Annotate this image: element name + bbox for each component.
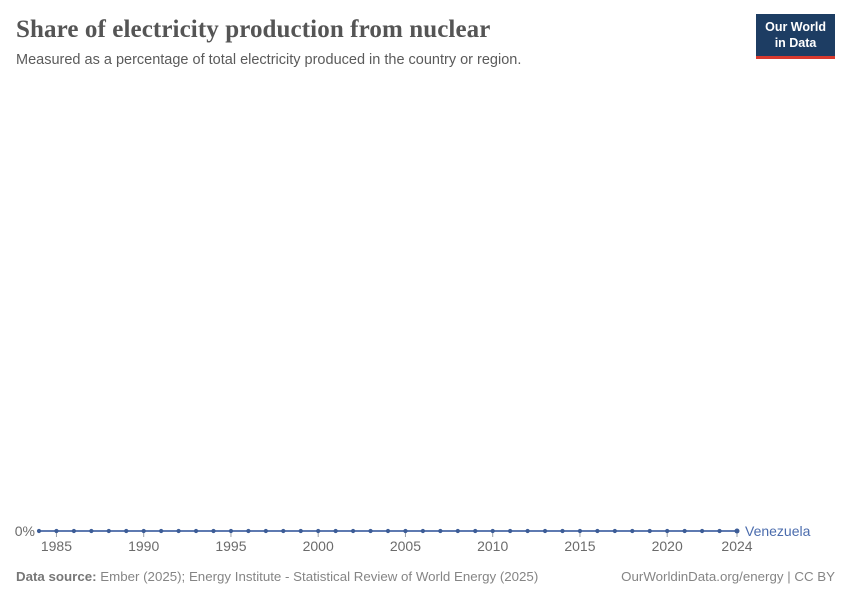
data-point xyxy=(351,528,356,534)
data-point xyxy=(438,528,443,534)
line-chart: 1985 1990 1995 2000 2005 2010 2015 2020 2024 0% Ve… xyxy=(15,523,811,554)
data-source-label: Data source: xyxy=(16,569,97,584)
data-point xyxy=(54,528,59,534)
x-axis-tick-label: 2005 xyxy=(390,538,421,554)
data-point xyxy=(525,528,530,534)
x-axis-tick-label: 1990 xyxy=(128,538,159,554)
data-point xyxy=(455,528,460,534)
data-point xyxy=(246,528,251,534)
data-point xyxy=(717,528,722,534)
data-point xyxy=(700,528,705,534)
data-point xyxy=(106,528,111,534)
x-axis-tick-label: 1995 xyxy=(215,538,246,554)
x-axis-tick-label: 2024 xyxy=(721,538,752,554)
data-point xyxy=(420,528,425,534)
data-point xyxy=(577,528,583,534)
x-axis-tick-label: 2010 xyxy=(477,538,508,554)
data-point xyxy=(211,528,216,534)
data-point xyxy=(316,528,321,534)
entity-label-venezuela[interactable]: Venezuela xyxy=(745,523,811,539)
data-point xyxy=(333,528,338,534)
data-point xyxy=(176,528,181,534)
chart-header: Share of electricity production from nuc… xyxy=(16,16,756,68)
data-source-note: Data source: Ember (2025); Energy Instit… xyxy=(16,568,538,586)
data-point xyxy=(89,528,94,534)
data-point xyxy=(298,528,303,534)
data-point xyxy=(368,528,373,534)
x-axis-tick-label: 2015 xyxy=(564,538,595,554)
page-title: Share of electricity production from nuc… xyxy=(16,16,491,43)
data-point xyxy=(281,528,286,534)
data-point xyxy=(612,528,617,534)
x-axis-tick-label: 2020 xyxy=(652,538,683,554)
data-point xyxy=(124,528,129,534)
data-point xyxy=(682,528,687,534)
owid-logo-line2: in Data xyxy=(774,36,817,51)
data-point xyxy=(71,528,76,534)
data-point xyxy=(385,528,391,534)
data-source-text: Ember (2025); Energy Institute - Statist… xyxy=(96,569,539,584)
owid-url-link[interactable]: OurWorldinData.org/energy | CC BY xyxy=(621,569,835,584)
data-point xyxy=(665,528,670,534)
chart-subtitle: Measured as a percentage of total electr… xyxy=(16,51,522,68)
data-point xyxy=(263,528,268,534)
data-point xyxy=(734,528,740,534)
data-point xyxy=(159,528,164,534)
data-point xyxy=(36,528,42,534)
data-point xyxy=(647,528,652,534)
data-point xyxy=(508,528,513,534)
data-point xyxy=(490,528,495,534)
data-point xyxy=(473,528,478,534)
data-point xyxy=(630,528,635,534)
owid-logo-line1: Our World xyxy=(765,20,826,34)
data-point xyxy=(403,528,408,534)
data-point xyxy=(141,528,146,534)
y-axis-zero-label: 0% xyxy=(15,523,35,539)
data-point xyxy=(595,528,600,534)
data-point xyxy=(193,528,199,534)
x-axis-tick-label: 2000 xyxy=(303,538,334,554)
data-point xyxy=(560,528,565,534)
x-axis-tick-label: 1985 xyxy=(41,538,72,554)
chart-footer: Data source: Ember (2025); Energy Instit… xyxy=(16,568,835,586)
data-point xyxy=(542,528,548,534)
owid-logo[interactable]: Our World in Data xyxy=(756,14,835,59)
data-point xyxy=(228,528,234,534)
